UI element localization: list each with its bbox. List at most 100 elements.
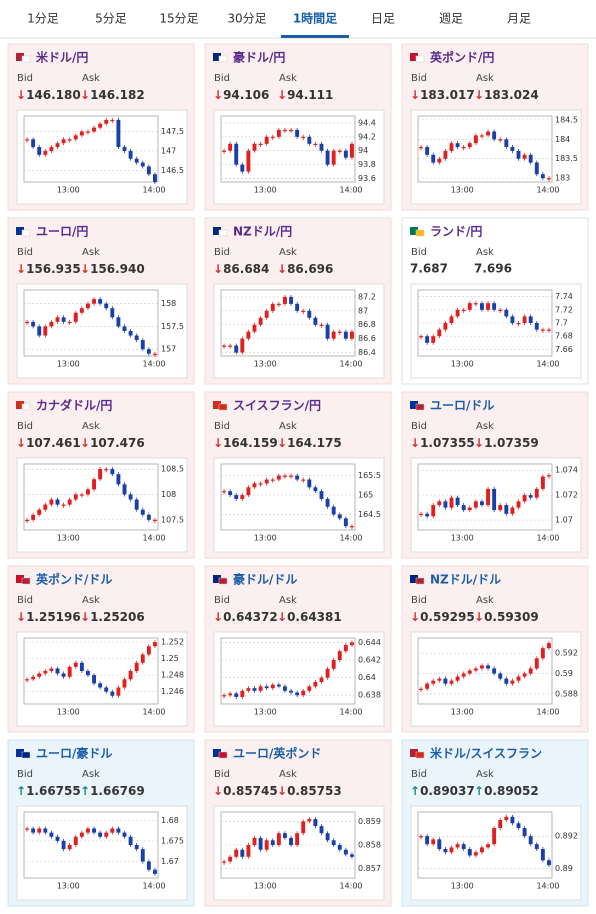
candle — [486, 665, 490, 669]
y-tick-label: 108 — [161, 490, 176, 499]
ask-value: ↓156.940 — [80, 262, 145, 276]
tab[interactable]: 1時間足 — [293, 11, 337, 26]
y-tick-label: 183.5 — [555, 154, 578, 163]
ask-value: ↓0.85753 — [277, 784, 342, 798]
bid-label: Bid — [17, 421, 33, 432]
candle — [307, 136, 312, 144]
candle — [467, 303, 472, 310]
candle — [343, 331, 348, 339]
y-tick-label: 7.7 — [555, 319, 568, 328]
candle — [153, 869, 157, 874]
candle — [240, 164, 245, 172]
ask-value: ↓1.07359 — [474, 436, 539, 450]
candle — [473, 135, 478, 144]
bid-label: Bid — [411, 595, 427, 606]
candle — [480, 665, 484, 669]
candle — [431, 505, 436, 517]
flag — [218, 55, 228, 63]
candle — [67, 845, 72, 850]
candle — [480, 135, 484, 137]
candle — [307, 686, 312, 691]
plot-frame — [220, 115, 356, 183]
candle — [547, 643, 551, 649]
pair-name: ユーロ/豪ドル — [36, 746, 112, 761]
y-tick-label: 0.857 — [358, 864, 381, 873]
candle — [480, 303, 484, 310]
candle — [492, 131, 497, 140]
ask-label: Ask — [279, 421, 297, 432]
candle — [431, 154, 436, 163]
pair-name: 豪ドル/ドル — [233, 572, 297, 587]
candle — [246, 845, 251, 857]
candle — [73, 312, 78, 322]
candle — [31, 828, 36, 833]
tab[interactable]: 週足 — [439, 12, 463, 26]
candle — [110, 828, 115, 833]
bid-label: Bid — [214, 247, 230, 258]
y-tick-label: 7.66 — [555, 345, 573, 354]
candle — [419, 836, 423, 838]
candle — [425, 513, 430, 517]
tab[interactable]: 日足 — [371, 12, 395, 26]
bid-label: Bid — [17, 73, 33, 84]
candle — [92, 675, 96, 684]
candle — [43, 326, 48, 336]
candle — [283, 833, 287, 838]
candle — [153, 174, 157, 182]
candle — [325, 833, 330, 841]
tab[interactable]: 1分足 — [27, 12, 59, 26]
ask-value: ↓183.024 — [474, 88, 539, 102]
candle — [98, 469, 103, 480]
candle — [331, 331, 336, 339]
candle — [289, 129, 293, 132]
x-tick-label: 13:00 — [254, 882, 277, 891]
candle — [283, 686, 287, 691]
ask-label: Ask — [82, 421, 100, 432]
candle — [79, 308, 84, 313]
candle — [528, 316, 533, 323]
candle — [331, 150, 336, 165]
flag — [410, 749, 418, 757]
plot-frame — [220, 637, 356, 705]
candle — [461, 673, 466, 677]
candle — [140, 162, 145, 167]
bid-value: 7.687 — [410, 262, 448, 276]
candle — [240, 338, 245, 353]
tab[interactable]: 15分足 — [159, 12, 198, 26]
candle — [240, 690, 245, 697]
candle — [443, 323, 448, 330]
tab[interactable]: 月足 — [507, 12, 531, 26]
candle — [92, 828, 96, 833]
candle — [522, 154, 527, 159]
tab[interactable]: 30分足 — [227, 12, 266, 26]
candle — [547, 329, 551, 331]
y-tick-label: 1.25 — [161, 654, 179, 663]
candle — [25, 679, 29, 681]
candle — [146, 166, 151, 175]
flag — [21, 229, 31, 237]
candle — [43, 504, 48, 510]
candle — [276, 475, 281, 480]
candle — [350, 526, 354, 528]
tab[interactable]: 5分足 — [95, 12, 127, 26]
candle — [37, 147, 42, 155]
candle — [234, 345, 239, 353]
x-tick-label: 13:00 — [254, 360, 277, 369]
candle — [319, 143, 324, 151]
